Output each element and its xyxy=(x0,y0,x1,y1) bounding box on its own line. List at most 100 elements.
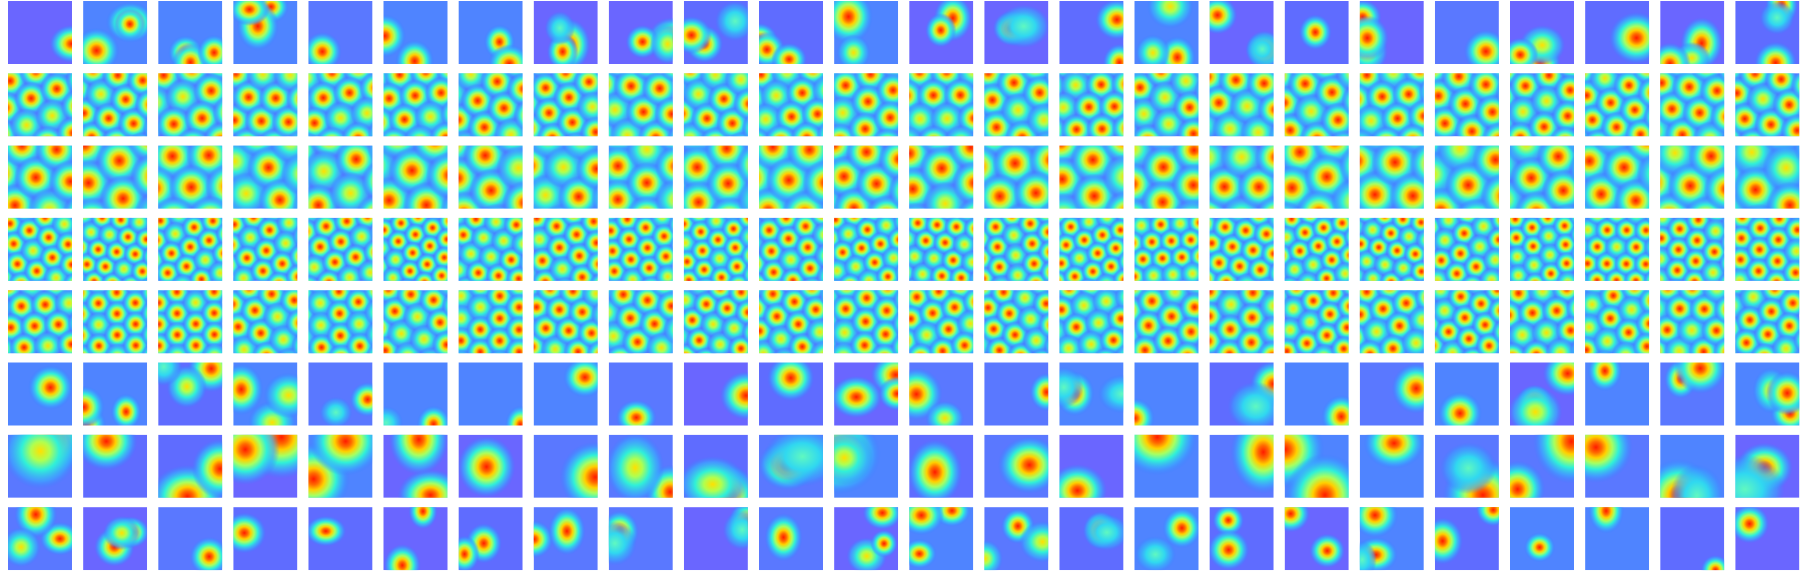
firing-field xyxy=(1660,42,1691,64)
firing-field xyxy=(1542,362,1574,397)
rate-map xyxy=(984,1,1049,64)
firing-field xyxy=(60,90,72,123)
rate-map xyxy=(683,1,748,64)
firing-field xyxy=(875,73,899,108)
firing-field xyxy=(1114,344,1124,354)
firing-field xyxy=(1102,43,1124,64)
firing-field xyxy=(341,121,373,137)
rate-map xyxy=(383,290,448,354)
firing-field xyxy=(1037,239,1049,265)
firing-field xyxy=(1793,328,1800,353)
firing-field xyxy=(1086,112,1119,137)
firing-field xyxy=(9,332,39,354)
firing-field xyxy=(1268,123,1274,137)
firing-field xyxy=(1320,102,1349,137)
rate-map xyxy=(158,362,223,426)
rate-map xyxy=(1660,434,1725,498)
firing-field xyxy=(1095,1,1124,40)
firing-field xyxy=(1321,394,1349,426)
firing-field xyxy=(1162,507,1199,549)
firing-field xyxy=(28,365,72,410)
rate-map xyxy=(683,73,748,137)
rate-map xyxy=(83,1,148,64)
firing-field xyxy=(308,131,318,137)
rate-map xyxy=(759,507,823,571)
rate-map xyxy=(759,434,823,498)
firing-field xyxy=(1782,259,1800,281)
rate-map xyxy=(1284,434,1349,498)
firing-field xyxy=(1585,434,1633,483)
firing-field xyxy=(1309,533,1345,568)
firing-field xyxy=(130,259,148,281)
firing-field xyxy=(1044,73,1049,87)
firing-field xyxy=(790,121,823,137)
rate-map xyxy=(308,362,373,426)
firing-field xyxy=(1762,145,1800,192)
firing-field xyxy=(435,227,448,251)
firing-field xyxy=(944,124,974,137)
firing-field xyxy=(741,115,748,137)
firing-field xyxy=(1155,350,1175,354)
rate-map xyxy=(1059,1,1124,64)
rate-map xyxy=(909,434,974,498)
firing-field xyxy=(291,333,298,354)
firing-field xyxy=(31,125,64,137)
firing-field xyxy=(285,263,298,281)
firing-field xyxy=(506,73,523,106)
firing-field xyxy=(917,125,950,137)
firing-field xyxy=(1296,271,1320,281)
firing-field xyxy=(997,436,1049,494)
firing-field xyxy=(1633,251,1650,277)
firing-field xyxy=(1754,41,1797,64)
firing-field xyxy=(1284,507,1310,533)
firing-field xyxy=(520,217,523,220)
rate-map xyxy=(1134,362,1199,426)
firing-field xyxy=(1480,173,1499,209)
rate-map xyxy=(1134,1,1199,64)
rate-map xyxy=(1059,362,1124,426)
firing-field xyxy=(1039,201,1049,209)
firing-field xyxy=(219,217,223,223)
rate-map xyxy=(759,362,823,426)
firing-field xyxy=(62,195,72,209)
firing-field xyxy=(383,127,409,137)
firing-field xyxy=(870,319,899,349)
firing-field xyxy=(1179,291,1199,323)
firing-field xyxy=(763,434,823,487)
firing-field xyxy=(834,434,873,485)
firing-field xyxy=(436,290,448,298)
rate-map xyxy=(683,507,748,571)
firing-field xyxy=(894,263,899,281)
firing-field xyxy=(1111,112,1124,137)
firing-field xyxy=(1363,434,1424,470)
firing-field xyxy=(201,342,223,354)
firing-field xyxy=(315,269,343,281)
rate-map xyxy=(308,290,373,354)
firing-field xyxy=(1335,73,1349,91)
firing-field xyxy=(1670,464,1724,498)
firing-field xyxy=(1254,145,1274,179)
firing-field xyxy=(1510,37,1539,64)
rate-map xyxy=(1134,290,1199,354)
firing-field xyxy=(1032,290,1049,318)
rate-map xyxy=(383,1,448,64)
firing-field xyxy=(1343,226,1349,247)
firing-field xyxy=(1134,536,1177,571)
firing-field xyxy=(1713,294,1725,325)
rate-map xyxy=(158,434,223,498)
firing-field xyxy=(957,196,974,209)
firing-field xyxy=(1588,507,1625,534)
firing-field xyxy=(1267,262,1274,281)
firing-field xyxy=(1568,155,1574,184)
firing-field xyxy=(1175,316,1199,348)
firing-field xyxy=(1407,305,1424,335)
firing-field xyxy=(279,290,298,315)
rate-map xyxy=(1510,362,1574,426)
firing-field xyxy=(1688,145,1725,179)
firing-field xyxy=(1555,270,1574,281)
rate-map xyxy=(1359,145,1424,209)
rate-map xyxy=(1660,507,1725,571)
firing-field xyxy=(1533,434,1574,484)
rate-map xyxy=(8,290,72,354)
